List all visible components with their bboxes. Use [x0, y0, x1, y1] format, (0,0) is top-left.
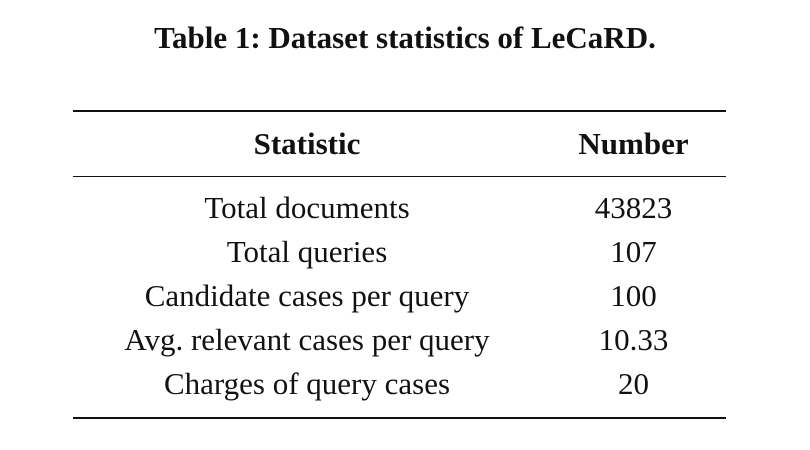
header-number: Number: [578, 126, 689, 161]
header-statistic: Statistic: [253, 126, 361, 161]
number-cell: 107: [610, 234, 657, 269]
statistic-cell: Candidate cases per query: [144, 278, 470, 313]
table-caption: Table 1: Dataset statistics of LeCaRD.: [154, 20, 656, 55]
table-header: Statistic Number: [73, 111, 726, 177]
number-cell: 20: [618, 366, 649, 401]
number-cell: 10.33: [598, 322, 669, 357]
table-row: Charges of query cases 20: [73, 362, 726, 418]
statistics-table-container: Statistic Number Total documents 43823 T…: [73, 110, 726, 419]
number-cell: 100: [610, 278, 657, 313]
statistic-cell: Charges of query cases: [163, 366, 451, 401]
table-row: Total queries 107: [73, 230, 726, 274]
statistics-table: Statistic Number Total documents 43823 T…: [73, 110, 726, 419]
statistic-cell: Total documents: [204, 190, 410, 225]
statistic-cell: Total queries: [226, 234, 388, 269]
number-cell: 43823: [594, 190, 673, 225]
table-row: Avg. relevant cases per query 10.33: [73, 318, 726, 362]
table-row: Total documents 43823: [73, 177, 726, 231]
table-body: Total documents 43823 Total queries 107 …: [73, 177, 726, 418]
table-row: Candidate cases per query 100: [73, 274, 726, 318]
statistic-cell: Avg. relevant cases per query: [124, 322, 490, 357]
header-row: Statistic Number: [73, 111, 726, 177]
